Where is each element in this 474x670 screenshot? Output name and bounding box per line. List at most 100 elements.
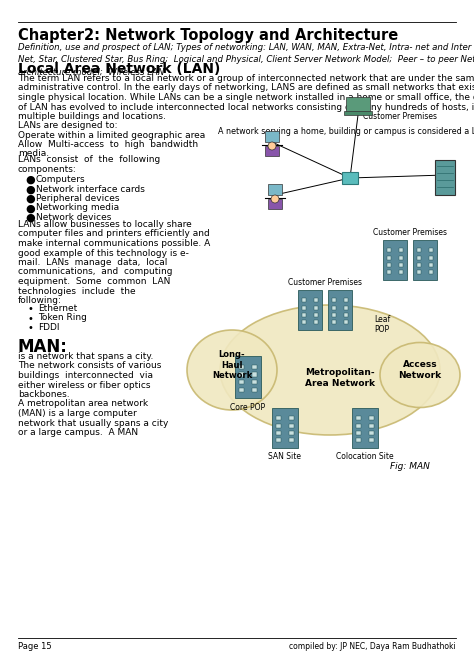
Text: A metropolitan area network: A metropolitan area network (18, 399, 148, 409)
Bar (314, 320, 318, 324)
Text: following:: following: (18, 296, 62, 305)
Text: Token Ring: Token Ring (38, 314, 87, 322)
Text: ●: ● (25, 194, 35, 204)
Text: good example of this technology is e-: good example of this technology is e- (18, 249, 189, 257)
Bar (239, 387, 244, 392)
Text: equipment.  Some  common  LAN: equipment. Some common LAN (18, 277, 170, 286)
Text: ●: ● (25, 213, 35, 223)
Text: technologies  include  the: technologies include the (18, 287, 136, 295)
Bar (239, 380, 244, 384)
Bar (417, 255, 421, 259)
Bar (235, 356, 261, 398)
Bar (268, 199, 282, 209)
Bar (252, 373, 257, 377)
Text: Customer Premises: Customer Premises (363, 112, 437, 121)
Text: Peripheral devices: Peripheral devices (36, 194, 119, 203)
Circle shape (268, 142, 276, 150)
Bar (289, 438, 294, 442)
Bar (387, 255, 391, 259)
Bar (356, 438, 361, 442)
Ellipse shape (220, 305, 440, 435)
Bar (289, 416, 294, 420)
Bar (314, 313, 318, 317)
Circle shape (271, 195, 279, 203)
Bar (429, 255, 433, 259)
Text: The term LAN refers to a local network or a group of interconnected network that: The term LAN refers to a local network o… (18, 74, 474, 83)
Bar (332, 313, 336, 317)
Bar (332, 306, 336, 310)
Text: Long-
Haul
Network: Long- Haul Network (212, 350, 252, 380)
Text: (MAN) is a large computer: (MAN) is a large computer (18, 409, 137, 418)
Text: MAN:: MAN: (18, 338, 68, 356)
Bar (265, 131, 279, 142)
Bar (344, 111, 372, 115)
Ellipse shape (380, 342, 460, 407)
Bar (252, 380, 257, 384)
Text: compiled by: JP NEC, Daya Ram Budhathoki: compiled by: JP NEC, Daya Ram Budhathoki (289, 642, 456, 651)
Text: The network consists of various: The network consists of various (18, 362, 161, 371)
Bar (298, 290, 322, 330)
Text: A network serving a home, building or campus is considered a Local Area Network : A network serving a home, building or ca… (218, 127, 474, 136)
Text: make internal communications possible. A: make internal communications possible. A (18, 239, 210, 248)
Bar (413, 240, 437, 280)
Text: communications,  and  computing: communications, and computing (18, 267, 173, 277)
Text: Metropolitan-
Area Network: Metropolitan- Area Network (305, 369, 375, 388)
Text: Chapter2: Network Topology and Architecture: Chapter2: Network Topology and Architect… (18, 28, 398, 43)
Text: single physical location. While LANs can be a single network installed in a home: single physical location. While LANs can… (18, 93, 474, 102)
Bar (399, 255, 403, 259)
Text: Core POP: Core POP (230, 403, 265, 412)
Bar (302, 320, 306, 324)
Bar (314, 306, 318, 310)
Bar (383, 240, 407, 280)
Text: media.: media. (18, 149, 49, 159)
Bar (399, 270, 403, 274)
Bar (435, 160, 455, 195)
Bar (302, 313, 306, 317)
Bar (356, 423, 361, 427)
Bar (332, 298, 336, 302)
Text: is a network that spans a city.: is a network that spans a city. (18, 352, 154, 361)
Bar (387, 263, 391, 267)
Text: •: • (28, 314, 34, 324)
Bar (356, 431, 361, 435)
Bar (239, 373, 244, 377)
Bar (252, 365, 257, 369)
Bar (344, 320, 348, 324)
Text: components:: components: (18, 165, 77, 174)
Bar (346, 97, 370, 113)
Text: Colocation Site: Colocation Site (336, 452, 394, 461)
Text: •: • (28, 304, 34, 314)
Bar (289, 431, 294, 435)
Text: Access
Network: Access Network (399, 360, 442, 380)
Bar (252, 387, 257, 392)
Bar (429, 270, 433, 274)
Bar (342, 172, 358, 184)
Bar (369, 431, 374, 435)
Text: Page 15: Page 15 (18, 642, 52, 651)
Bar (369, 438, 374, 442)
Bar (276, 416, 281, 420)
Text: computer files and printers efficiently and: computer files and printers efficiently … (18, 230, 210, 239)
Text: Local Area Network (LAN): Local Area Network (LAN) (18, 62, 220, 76)
Bar (276, 431, 281, 435)
Bar (332, 320, 336, 324)
Text: Operate within a limited geographic area: Operate within a limited geographic area (18, 131, 205, 139)
Text: administrative control. In the early days of networking, LANS are defined as sma: administrative control. In the early day… (18, 84, 474, 92)
Text: ●: ● (25, 184, 35, 194)
Text: network that usually spans a city: network that usually spans a city (18, 419, 168, 427)
Bar (302, 298, 306, 302)
Bar (387, 270, 391, 274)
Text: SAN Site: SAN Site (268, 452, 301, 461)
Text: Network devices: Network devices (36, 213, 111, 222)
Bar (265, 146, 279, 156)
Text: of LAN has evolved to include interconnected local networks consisting of many h: of LAN has evolved to include interconne… (18, 103, 474, 111)
Text: Ethernet: Ethernet (38, 304, 77, 313)
Bar (268, 184, 282, 195)
Text: Definition, use and prospect of LAN; Types of networking: LAN, WAN, MAN, Extra-N: Definition, use and prospect of LAN; Typ… (18, 43, 474, 76)
Text: Networking media: Networking media (36, 204, 119, 212)
Bar (239, 365, 244, 369)
Text: mail.  LANs  manage  data,  local: mail. LANs manage data, local (18, 258, 167, 267)
Bar (399, 263, 403, 267)
Text: FDDI: FDDI (38, 323, 60, 332)
Text: ●: ● (25, 175, 35, 185)
